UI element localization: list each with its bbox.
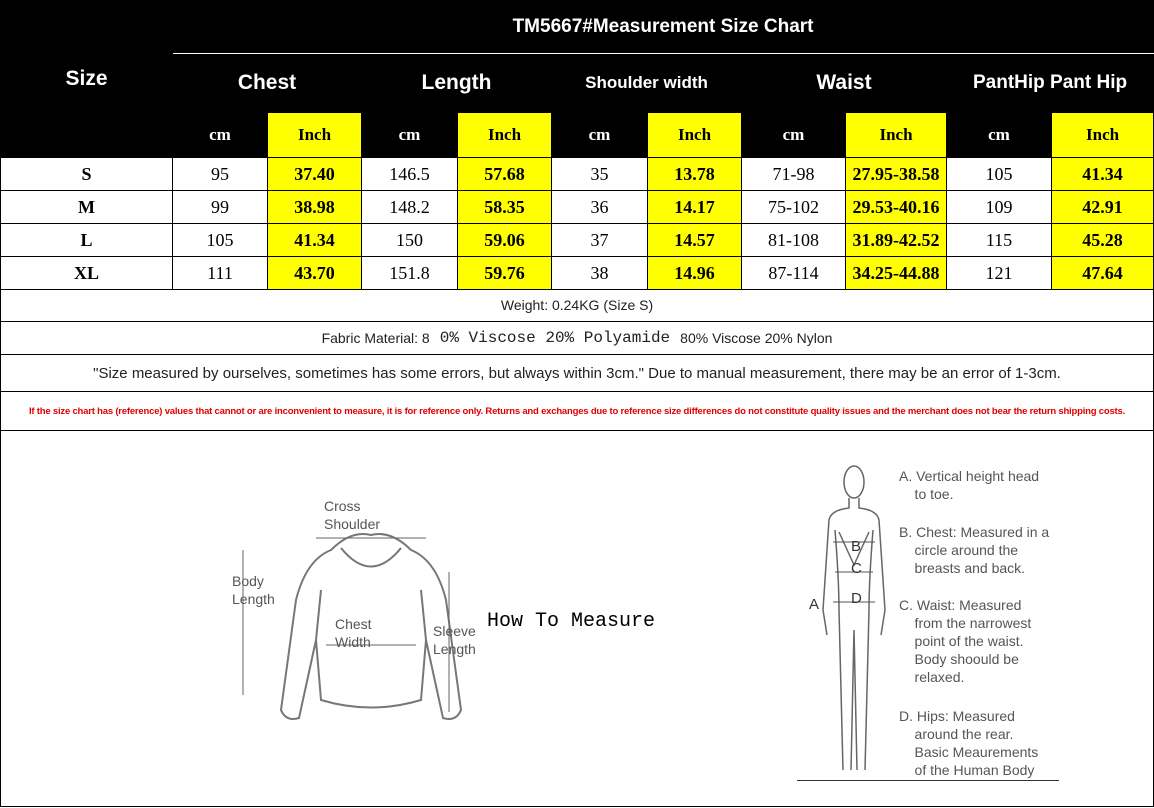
fabric-label: Fabric Material: 8 — [321, 330, 430, 346]
chart-title: TM5667#Measurement Size Chart — [171, 0, 1154, 54]
unit-inch: Inch — [1050, 112, 1154, 158]
marker-d: D — [851, 590, 862, 607]
inch-cell: 31.89-42.52 — [845, 223, 947, 257]
cm-cell: 35 — [551, 157, 648, 191]
body-length-label: Body Length — [232, 573, 275, 607]
weight-row: Weight: 0.24KG (Size S) — [0, 289, 1154, 322]
how-to-measure-panel: Cross Shoulder Body Length Chest Width S… — [0, 430, 1154, 807]
inch-cell: 13.78 — [647, 157, 742, 191]
chest-width-label: Chest Width — [335, 616, 372, 650]
table-row: S 95 37.40 146.5 57.68 35 13.78 71-98 27.95-38.5… — [0, 157, 1154, 191]
unit-cm: cm — [361, 112, 458, 158]
inch-cell: 57.68 — [457, 157, 552, 191]
marker-a: A — [809, 596, 820, 613]
fabric-tail: 80% Viscose 20% Nylon — [680, 330, 833, 346]
note-a: A. Vertical height head to toe. — [899, 468, 1040, 502]
cm-cell: 111 — [172, 256, 268, 290]
cm-cell: 75-102 — [741, 190, 846, 224]
unit-inch: Inch — [845, 112, 947, 158]
fabric-row: Fabric Material: 8 0% Viscose 20% Polyam… — [0, 322, 1154, 355]
cm-cell: 109 — [946, 190, 1052, 224]
size-chart-table: Size TM5667#Measurement Size Chart Chest… — [0, 0, 1154, 290]
cm-cell: 87-114 — [741, 256, 846, 290]
cm-cell: 36 — [551, 190, 648, 224]
inch-cell: 34.25-44.88 — [845, 256, 947, 290]
group-hip: PantHip Pant Hip — [945, 53, 1154, 113]
inch-cell: 27.95-38.58 — [845, 157, 947, 191]
inch-cell: 14.57 — [647, 223, 742, 257]
unit-inch: Inch — [647, 112, 742, 158]
inch-cell: 29.53-40.16 — [845, 190, 947, 224]
inch-cell: 58.35 — [457, 190, 552, 224]
cm-cell: 121 — [946, 256, 1052, 290]
cm-cell: 150 — [361, 223, 458, 257]
inch-cell: 14.96 — [647, 256, 742, 290]
inch-cell: 37.40 — [267, 157, 362, 191]
how-to-measure-title: How To Measure — [487, 610, 656, 633]
size-header: Size — [0, 0, 173, 158]
cross-shoulder-label: Cross Shoulder — [324, 498, 381, 532]
unit-cm: cm — [551, 112, 648, 158]
cm-cell: 105 — [172, 223, 268, 257]
group-waist: Waist — [741, 53, 947, 113]
cm-cell: 115 — [946, 223, 1052, 257]
inch-cell: 42.91 — [1050, 190, 1154, 224]
note-b: B. Chest: Measured in a circle around th… — [899, 524, 1050, 576]
unit-cm: cm — [946, 112, 1052, 158]
cm-cell: 37 — [551, 223, 648, 257]
table-row: M 99 38.98 148.2 58.35 36 14.17 75-102 29.53-40.… — [0, 190, 1154, 224]
inch-cell: 41.34 — [1050, 157, 1154, 191]
note-d: D. Hips: Measured around the rear. Basic… — [899, 708, 1039, 778]
cm-cell: 105 — [946, 157, 1052, 191]
group-chest: Chest — [172, 53, 362, 113]
inch-cell: 59.06 — [457, 223, 552, 257]
inch-cell: 41.34 — [267, 223, 362, 257]
cm-cell: 38 — [551, 256, 648, 290]
unit-inch: Inch — [267, 112, 362, 158]
table-row: L 105 41.34 150 59.06 37 14.57 81-108 31.89-42.5… — [0, 223, 1154, 257]
cm-cell: 71-98 — [741, 157, 846, 191]
note-row: "Size measured by ourselves, sometimes h… — [0, 355, 1154, 392]
body-diagram — [822, 465, 886, 771]
weight-text: Weight: 0.24KG (Size S) — [500, 297, 654, 313]
inch-cell: 47.64 — [1050, 256, 1154, 290]
unit-cm: cm — [741, 112, 846, 158]
size-cell: L — [0, 223, 173, 257]
cm-cell: 81-108 — [741, 223, 846, 257]
garment-diagram — [242, 533, 463, 720]
inch-cell: 14.17 — [647, 190, 742, 224]
body-diagram-baseline — [797, 780, 1059, 781]
disclaimer-text: If the size chart has (reference) values… — [28, 405, 1126, 417]
cm-cell: 146.5 — [361, 157, 458, 191]
fabric-mono: 0% Viscose 20% Polyamide — [439, 329, 671, 347]
sleeve-length-label: Sleeve Length — [433, 623, 476, 657]
size-cell: S — [0, 157, 173, 191]
inch-cell: 43.70 — [267, 256, 362, 290]
group-length: Length — [361, 53, 552, 113]
inch-cell: 59.76 — [457, 256, 552, 290]
cm-cell: 151.8 — [361, 256, 458, 290]
marker-b: B — [851, 538, 862, 555]
unit-inch: Inch — [457, 112, 552, 158]
unit-cm: cm — [172, 112, 268, 158]
note-text: "Size measured by ourselves, sometimes h… — [93, 364, 1061, 382]
disclaimer-row: If the size chart has (reference) values… — [0, 392, 1154, 431]
cm-cell: 95 — [172, 157, 268, 191]
inch-cell: 38.98 — [267, 190, 362, 224]
table-row: XL 111 43.70 151.8 59.76 38 14.96 87-114 34.25-4… — [0, 256, 1154, 290]
cm-cell: 148.2 — [361, 190, 458, 224]
cm-cell: 99 — [172, 190, 268, 224]
size-cell: M — [0, 190, 173, 224]
note-c: C. Waist: Measured from the narrowest po… — [899, 597, 1032, 685]
group-shoulder: Shoulder width — [551, 53, 742, 113]
marker-c: C — [851, 560, 862, 577]
inch-cell: 45.28 — [1050, 223, 1154, 257]
size-cell: XL — [0, 256, 173, 290]
